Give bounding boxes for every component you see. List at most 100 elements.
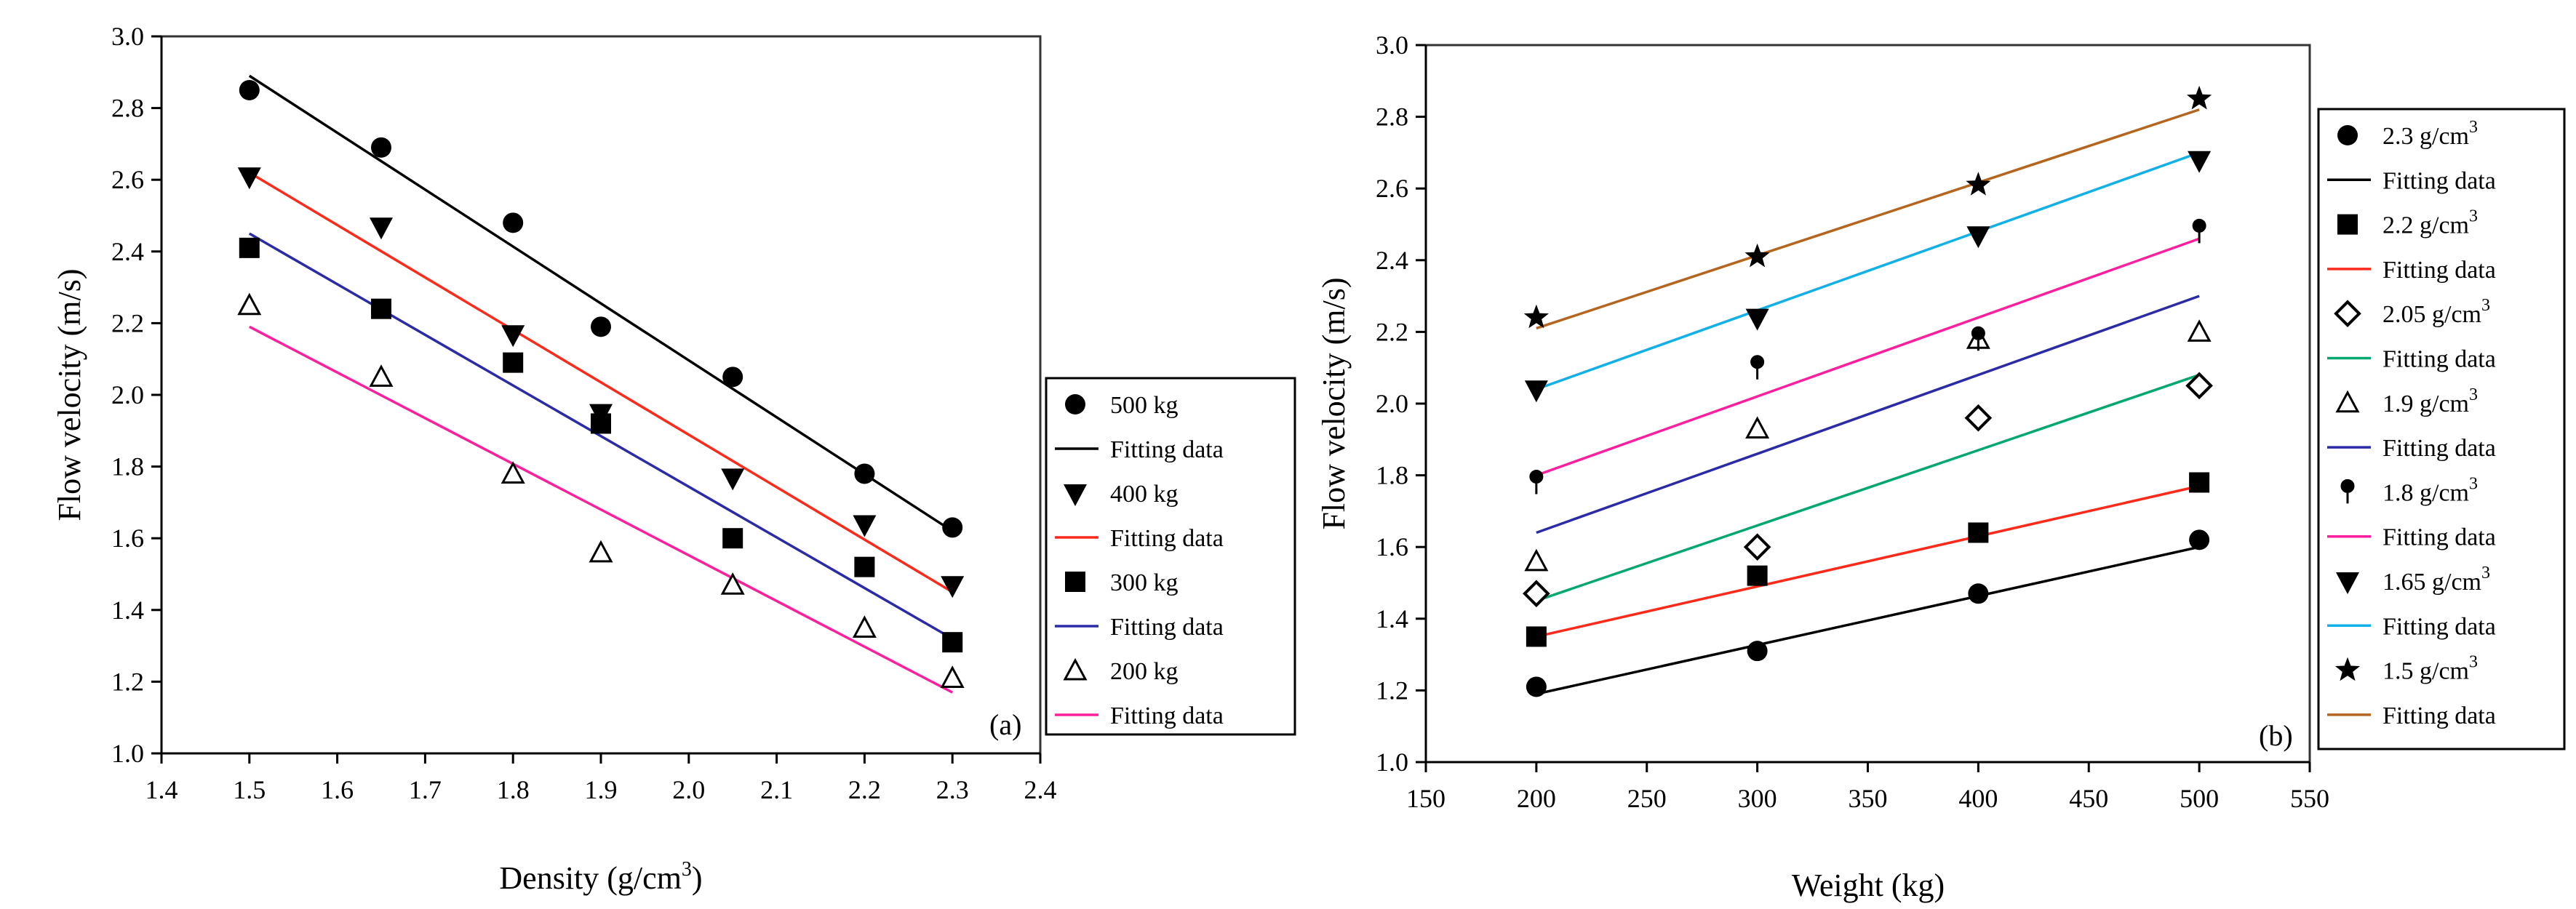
panel-b-legend-box xyxy=(2317,108,2566,750)
panel-b-fit-line xyxy=(1536,545,2200,696)
panel-a-legend-fit-label: Fitting data xyxy=(1110,436,1224,463)
panel-a-data-point xyxy=(854,463,875,484)
panel-a-y-tick-label: 3.0 xyxy=(111,22,144,51)
panel-a-fit-line xyxy=(248,74,954,532)
panel-a-data-point xyxy=(853,515,877,537)
panel-a-y-tick-label: 1.6 xyxy=(111,524,144,553)
panel-a-y-tick-label: 1.8 xyxy=(111,452,144,481)
panel-a-y-tick-label: 2.2 xyxy=(111,308,144,337)
panel-a-legend-marker xyxy=(1065,394,1085,415)
panel-b-x-tick-label: 450 xyxy=(2069,784,2108,813)
panel-b-chart: 150 200 250 300 350 400 450 500 550 1.0 1.2 1.4 1.6 1… xyxy=(1316,31,2566,903)
panel-a-x-tick-label: 1.9 xyxy=(585,775,618,804)
panel-b-axes: 150 200 250 300 350 400 450 500 550 1.0 1.2 1.4 1.6 1… xyxy=(1376,31,2329,813)
panel-b-y-tick-label: 2.6 xyxy=(1376,174,1408,203)
panel-a-data-point xyxy=(942,632,963,653)
panel-a-fit-line xyxy=(248,325,954,694)
panel-b-data-point xyxy=(2187,319,2212,342)
panel-b-y-tick-label: 2.8 xyxy=(1376,103,1408,132)
panel-a-data-point xyxy=(852,615,877,638)
panel-a-data-point xyxy=(503,352,524,373)
panel-a-x-tick-label: 1.8 xyxy=(497,775,530,804)
panel-a-data-point xyxy=(239,79,260,100)
panel-b-legend-series-label: 2.2 g/cm3 xyxy=(2382,207,2478,239)
panel-a-data-point xyxy=(941,576,965,598)
panel-b-x-axis-title: Weight (kg) xyxy=(1792,868,1945,903)
panel-a-x-tick-label: 2.0 xyxy=(672,775,705,804)
panel-b-x-tick-label: 550 xyxy=(2290,784,2329,813)
panel-a-x-tick-label: 1.7 xyxy=(409,775,442,804)
panel-a-y-tick-label: 2.8 xyxy=(111,94,144,123)
panel-a-data-points xyxy=(237,79,965,688)
panel-b-legend-fit-label: Fitting data xyxy=(2382,435,2496,462)
panel-a-legend-series-label: 400 kg xyxy=(1110,481,1179,508)
panel-b-data-point xyxy=(1743,533,1771,561)
panel-b-data-point xyxy=(1745,308,1769,331)
panel-b-legend: 2.3 g/cm3 Fitting data 2.2 g/cm3 Fitting da… xyxy=(2317,108,2566,750)
panel-b-legend-fit-label: Fitting data xyxy=(2382,613,2496,640)
panel-b-data-point xyxy=(1529,470,1544,494)
panel-b-x-tick-label: 400 xyxy=(1958,784,1998,813)
panel-a-axes: 1.4 1.5 1.6 1.7 1.8 1.9 2.0 2.1 2.2 2.3 2.4 1.0 1.2 1… xyxy=(111,22,1057,804)
panel-b-data-point xyxy=(2189,472,2210,493)
panel-b-legend-marker xyxy=(2336,572,2359,594)
panel-a-data-point xyxy=(722,528,743,549)
panel-a-data-point xyxy=(371,137,391,158)
panel-b-data-point xyxy=(2189,529,2210,550)
panel-a-data-point xyxy=(239,237,260,258)
panel-a-legend: 500 kg Fitting data 400 kg Fitting data 300 … xyxy=(1045,377,1296,736)
panel-b-legend-series-label: 2.3 g/cm3 xyxy=(2382,118,2478,150)
panel-b-x-tick-label: 250 xyxy=(1627,784,1667,813)
panel-a-label: (a) xyxy=(989,708,1021,741)
panel-a-x-tick-label: 1.5 xyxy=(233,775,266,804)
panel-a-y-axis-title: Flow velocity (m/s) xyxy=(52,268,87,521)
panel-b-fit-line xyxy=(1536,151,2200,391)
panel-b-y-tick-label: 1.2 xyxy=(1376,676,1408,705)
panel-b-legend-fit-label: Fitting data xyxy=(2382,346,2496,373)
panel-b-legend-fit-label: Fitting data xyxy=(2382,702,2496,729)
panel-b-data-point xyxy=(2187,85,2212,110)
panel-b-fit-line xyxy=(1536,237,2200,477)
panel-b-data-point xyxy=(1968,583,1989,604)
panel-a-y-tick-label: 1.2 xyxy=(111,667,144,696)
panel-b-data-point xyxy=(1750,355,1765,380)
panel-b-fit-line xyxy=(1536,295,2200,534)
panel-b-data-point xyxy=(1964,404,1993,432)
panel-b-legend-marker xyxy=(2340,478,2355,504)
panel-a-legend-marker xyxy=(1065,572,1085,592)
panel-b-x-tick-label: 500 xyxy=(2180,784,2219,813)
panel-b-y-tick-label: 1.4 xyxy=(1376,604,1408,633)
panel-a-legend-fit-label: Fitting data xyxy=(1110,525,1224,552)
panel-b-data-points xyxy=(1523,85,2213,697)
panel-b-y-tick-label: 2.2 xyxy=(1376,317,1408,346)
panel-a-y-tick-label: 2.6 xyxy=(111,165,144,194)
panel-b-y-tick-label: 1.8 xyxy=(1376,461,1408,490)
panel-b-y-tick-label: 3.0 xyxy=(1376,31,1408,60)
panel-b-legend-series-label: 1.8 g/cm3 xyxy=(2382,474,2478,506)
panel-b-y-axis-title: Flow velocity (m/s) xyxy=(1316,277,1352,529)
panel-b-x-tick-label: 300 xyxy=(1738,784,1777,813)
panel-a-legend-fit-label: Fitting data xyxy=(1110,614,1224,641)
panel-b-label: (b) xyxy=(2259,719,2293,752)
panel-a-legend-series-label: 300 kg xyxy=(1110,569,1179,596)
panel-b-legend-series-label: 1.9 g/cm3 xyxy=(2382,385,2478,417)
panel-b-legend-marker xyxy=(2334,657,2361,681)
panel-a-legend-fit-label: Fitting data xyxy=(1110,702,1224,729)
panel-b-data-point xyxy=(1524,380,1548,403)
panel-b-data-point xyxy=(1747,565,1768,586)
panel-b-data-point xyxy=(1968,522,1989,543)
panel-b-legend-fit-label: Fitting data xyxy=(2382,167,2496,194)
panel-a-legend-box xyxy=(1045,377,1296,736)
panel-b-data-point xyxy=(2185,372,2213,400)
panel-b-legend-series-label: 2.05 g/cm3 xyxy=(2382,296,2490,328)
panel-b-y-tick-label: 1.6 xyxy=(1376,532,1408,561)
panel-a-fit-line xyxy=(248,171,954,593)
panel-b-fit-lines xyxy=(1536,108,2200,696)
panel-a-x-tick-label: 2.2 xyxy=(848,775,881,804)
panel-a-data-point xyxy=(591,413,611,434)
panel-b-y-tick-label: 1.0 xyxy=(1376,748,1408,777)
panel-a-data-point xyxy=(371,298,391,319)
panel-a-y-tick-label: 1.0 xyxy=(111,739,144,768)
panel-a-legend-series-label: 200 kg xyxy=(1110,658,1179,685)
